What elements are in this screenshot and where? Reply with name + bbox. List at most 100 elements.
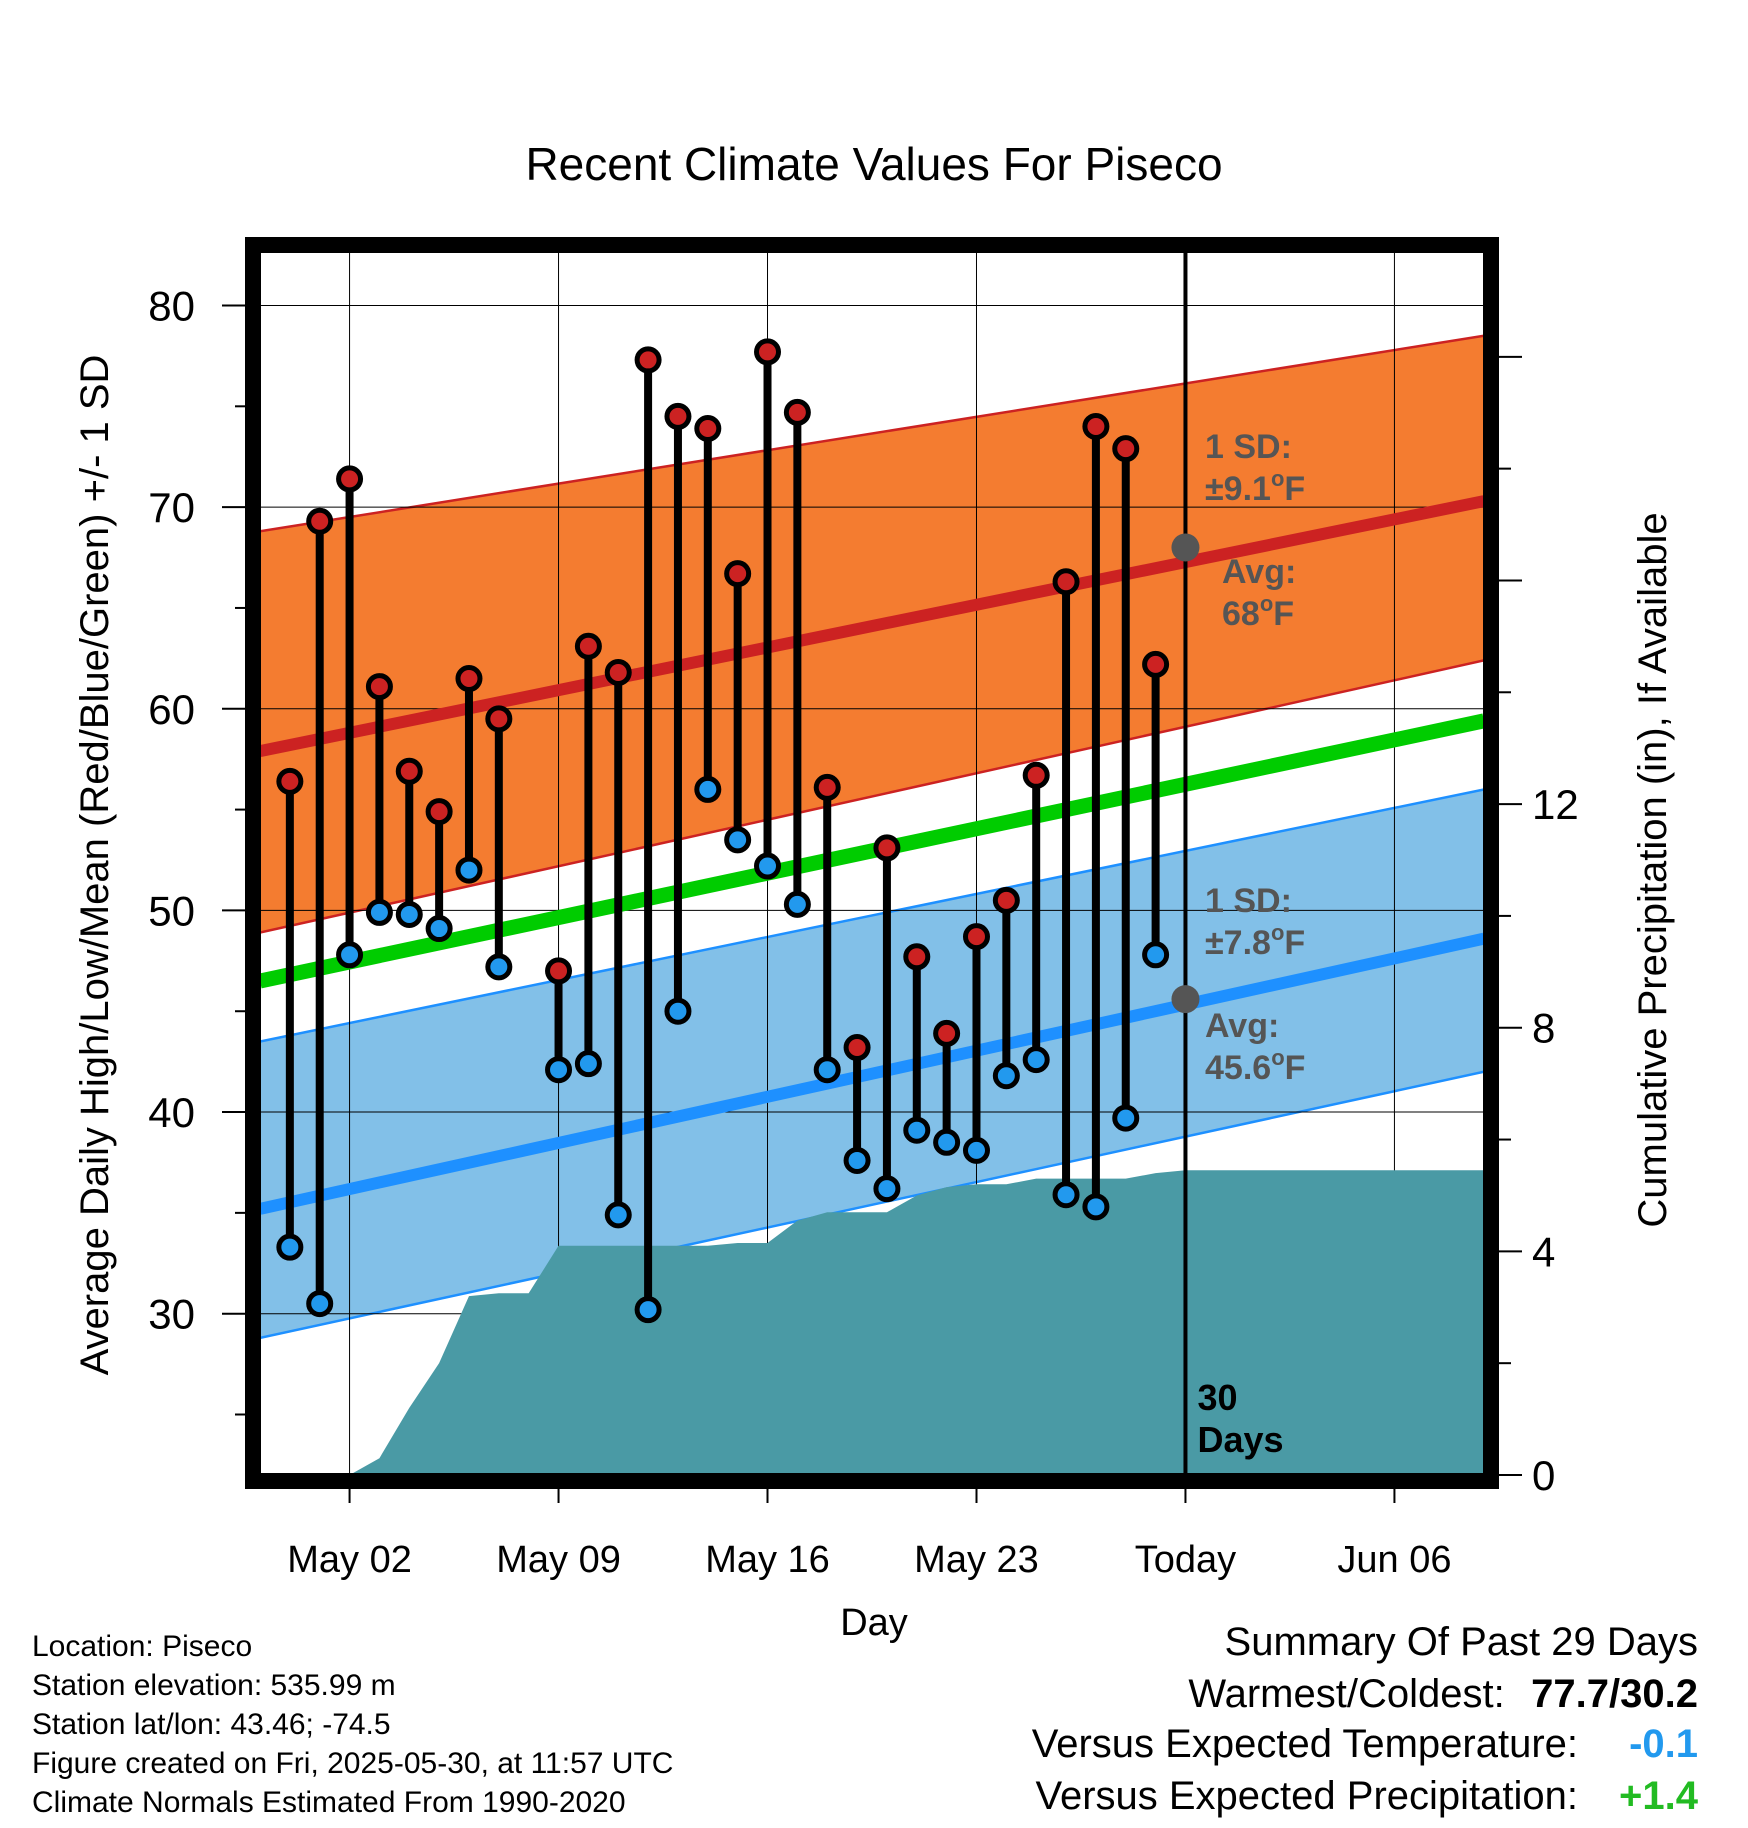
high-sd-band-lower-edge <box>260 659 1484 934</box>
high-point-22 <box>962 923 990 951</box>
temp-anomaly-value: -0.1 <box>1629 1722 1698 1766</box>
x-tick-label-3: May 23 <box>914 1539 1039 1581</box>
x-tick-label-4: Today <box>1135 1539 1236 1581</box>
y-tick-label-4: 70 <box>148 484 195 531</box>
y-tick-label-1: 40 <box>148 1089 195 1136</box>
normal-bands <box>260 334 1484 1340</box>
y2-axis-label: Cumulative Precipitation (in), If Availa… <box>1631 512 1675 1227</box>
plot-frame <box>245 237 1499 1489</box>
high-point-3 <box>365 673 393 701</box>
elevation-text: Station elevation: 535.99 m <box>32 1669 396 1702</box>
high-point-21 <box>933 1019 961 1047</box>
low-point-7 <box>485 953 513 981</box>
high-point-11 <box>634 346 662 374</box>
today-avg-high-dot <box>1171 533 1200 562</box>
high-sd-label: 1 SD: <box>1205 428 1292 466</box>
high-point-15 <box>754 338 782 366</box>
summary-title: Summary Of Past 29 Days <box>1224 1620 1698 1664</box>
low-sd-band <box>260 789 1484 1338</box>
low-point-19 <box>873 1175 901 1203</box>
low-point-26 <box>1082 1193 1110 1221</box>
low-avg-label: Avg: <box>1205 1007 1279 1045</box>
high-point-10 <box>604 658 632 686</box>
y2-tick-label-3: 12 <box>1532 781 1579 828</box>
warmest-coldest-row: Warmest/Coldest: 77.7/30.2 <box>1188 1672 1698 1717</box>
high-point-20 <box>903 943 931 971</box>
high-point-17 <box>813 773 841 801</box>
low-point-22 <box>962 1136 990 1164</box>
low-point-8 <box>545 1056 573 1084</box>
today-days-label: Days <box>1197 1419 1283 1460</box>
high-avg-value: 68oF <box>1222 591 1294 633</box>
high-point-12 <box>664 402 692 430</box>
y2-tick-label-2: 8 <box>1532 1005 1555 1052</box>
low-point-20 <box>903 1116 931 1144</box>
low-point-21 <box>933 1128 961 1156</box>
high-point-13 <box>694 414 722 442</box>
high-point-8 <box>545 957 573 985</box>
low-point-15 <box>754 852 782 880</box>
warmest-coldest-label: Warmest/Coldest: <box>1188 1672 1505 1716</box>
low-point-13 <box>694 775 722 803</box>
high-point-25 <box>1052 568 1080 596</box>
high-point-0 <box>276 767 304 795</box>
high-avg-label: Avg: <box>1222 553 1296 591</box>
plot-border <box>245 237 1499 1489</box>
high-sd-band-upper-edge <box>260 334 1484 533</box>
high-point-4 <box>395 757 423 785</box>
precip-anomaly-value: +1.4 <box>1619 1774 1698 1818</box>
precip-layer <box>349 1170 1484 1475</box>
axes: May 02 May 09 May 16 May 23 Today Jun 0630405… <box>73 138 1675 1644</box>
low-point-23 <box>992 1062 1020 1090</box>
low-point-4 <box>395 900 423 928</box>
high-point-24 <box>1022 761 1050 789</box>
avg-mean-line <box>260 713 1484 989</box>
low-sd-label: 1 SD: <box>1205 882 1292 920</box>
low-sd-band-upper-edge <box>260 788 1484 1043</box>
today-days-count: 30 <box>1197 1377 1237 1418</box>
high-point-28 <box>1142 650 1170 678</box>
normal-lines <box>260 495 1484 1215</box>
low-point-0 <box>276 1233 304 1261</box>
low-point-10 <box>604 1201 632 1229</box>
avg-low-line <box>260 932 1484 1215</box>
high-point-5 <box>425 798 453 826</box>
y-tick-label-0: 30 <box>148 1291 195 1338</box>
high-point-14 <box>724 560 752 588</box>
low-point-6 <box>455 856 483 884</box>
high-point-7 <box>485 705 513 733</box>
low-point-25 <box>1052 1181 1080 1209</box>
low-point-5 <box>425 915 453 943</box>
y-axis-label: Average Daily High/Low/Mean (Red/Blue/Gr… <box>73 355 117 1376</box>
low-point-16 <box>783 890 811 918</box>
high-sd-band <box>260 335 1484 933</box>
low-point-1 <box>306 1290 334 1318</box>
location-text: Location: Piseco <box>32 1630 253 1663</box>
low-point-3 <box>365 898 393 926</box>
low-avg-value: 45.6oF <box>1205 1045 1305 1087</box>
high-sd-value: ±9.1oF <box>1205 466 1305 508</box>
low-point-24 <box>1022 1046 1050 1074</box>
y-tick-label-5: 80 <box>148 282 195 329</box>
precip-anomaly-label: Versus Expected Precipitation: <box>1035 1774 1578 1818</box>
high-point-18 <box>843 1034 871 1062</box>
low-point-28 <box>1142 941 1170 969</box>
low-point-11 <box>634 1296 662 1324</box>
high-point-19 <box>873 834 901 862</box>
y-tick-label-3: 60 <box>148 686 195 733</box>
precip-area <box>349 1170 1484 1475</box>
low-sd-value: ±7.8oF <box>1205 920 1305 962</box>
x-tick-label-0: May 02 <box>287 1539 412 1581</box>
x-tick-label-2: May 16 <box>705 1539 830 1581</box>
x-axis-label: Day <box>840 1602 908 1644</box>
y-tick-label-2: 50 <box>148 887 195 934</box>
high-point-9 <box>574 632 602 660</box>
low-point-12 <box>664 997 692 1025</box>
low-point-27 <box>1112 1104 1140 1132</box>
high-point-26 <box>1082 412 1110 440</box>
low-point-9 <box>574 1050 602 1078</box>
x-tick-label-5: Jun 06 <box>1337 1539 1451 1581</box>
